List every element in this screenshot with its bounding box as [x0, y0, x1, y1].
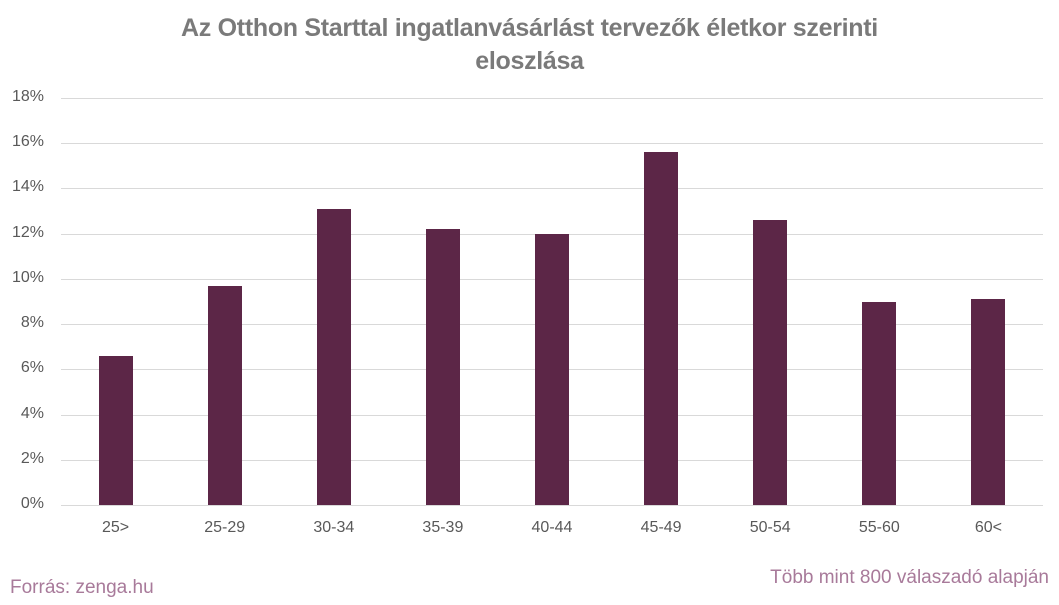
- bar: [971, 299, 1006, 505]
- plot-area: [61, 98, 1043, 506]
- x-tick-label: 40-44: [531, 519, 573, 536]
- x-tick-label: 55-60: [858, 519, 900, 536]
- y-tick-label: 6%: [20, 359, 44, 377]
- bar: [425, 229, 460, 505]
- y-tick-label: 14%: [11, 178, 44, 196]
- chart-title-line-1: Az Otthon Starttal ingatlanvásárlást ter…: [181, 14, 878, 42]
- x-tick-label: 60<: [974, 519, 1002, 536]
- source-label: Forrás: zenga.hu: [10, 577, 154, 598]
- bar: [316, 208, 351, 505]
- gridline: [61, 505, 1043, 506]
- bar: [644, 152, 679, 505]
- y-tick-label: 10%: [11, 268, 44, 286]
- gridline: [61, 143, 1043, 145]
- x-tick-label: 25-29: [204, 519, 246, 536]
- y-tick-label: 4%: [20, 404, 44, 422]
- y-tick-label: 12%: [11, 223, 44, 241]
- y-tick-label: 8%: [20, 314, 44, 332]
- gridline: [61, 98, 1043, 99]
- x-tick-label: 50-54: [749, 519, 791, 536]
- chart-title: Az Otthon Starttal ingatlanvásárlást ter…: [0, 12, 1059, 78]
- x-tick-label: 30-34: [313, 519, 355, 536]
- bar: [207, 285, 242, 505]
- gridline: [61, 188, 1043, 190]
- y-tick-label: 18%: [11, 88, 44, 105]
- bar: [753, 220, 788, 505]
- x-tick-label: 35-39: [422, 519, 464, 536]
- bar: [535, 233, 569, 505]
- chart-title-line-2: eloszlása: [475, 47, 584, 75]
- x-tick-label: 45-49: [640, 519, 682, 536]
- y-tick-label: 16%: [11, 133, 44, 151]
- respondents-note: Több mint 800 válaszadó alapján: [770, 567, 1049, 588]
- bar: [98, 355, 133, 505]
- y-tick-label: 2%: [20, 449, 44, 467]
- x-tick-label: 25>: [101, 519, 130, 536]
- y-tick-label: 0%: [20, 495, 44, 512]
- bar: [862, 301, 897, 505]
